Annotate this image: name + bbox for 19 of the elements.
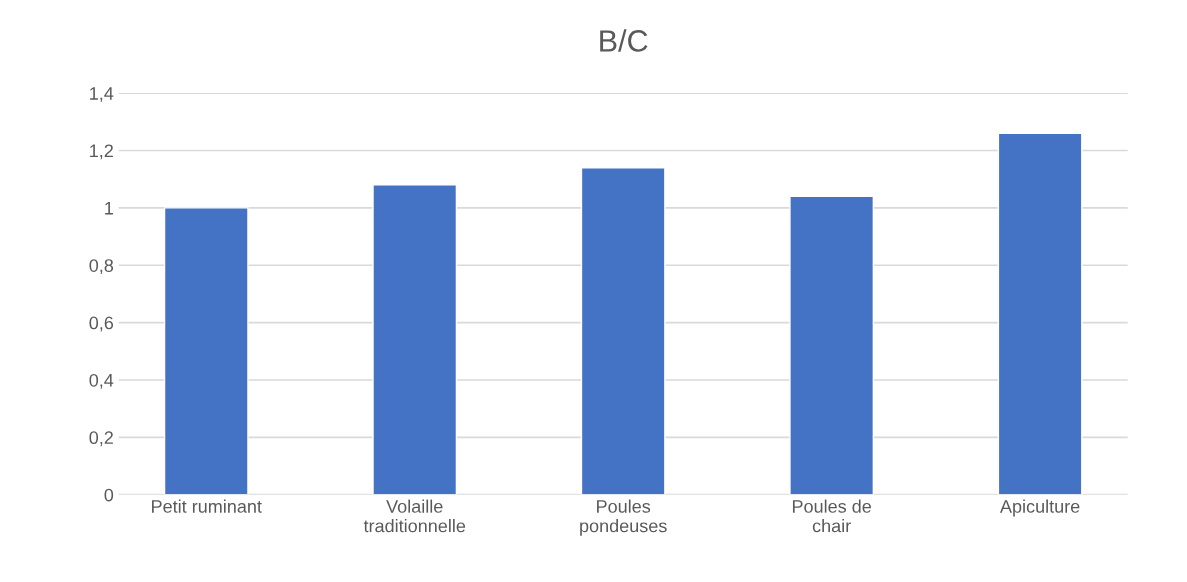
x-tick-label: Apiculture: [999, 499, 1080, 517]
chart-title: B/C: [600, 29, 648, 52]
bar: [997, 132, 1083, 495]
y-tick-label: 1: [105, 201, 113, 215]
x-tick-label: Volaille traditionnelle: [363, 499, 466, 533]
x-tick-label: Poules de chair: [792, 499, 871, 533]
y-tick-label: 1,2: [90, 144, 113, 160]
x-tick-label: Petit ruminant: [152, 499, 262, 513]
bar: [163, 207, 249, 495]
bar: [372, 184, 458, 495]
y-tick-label: 0,6: [89, 316, 114, 332]
x-tick-label: Poules pondeuses: [580, 499, 667, 536]
bar: [789, 195, 875, 495]
y-tick-label: 0,8: [89, 259, 114, 275]
y-tick-label: 0,4: [89, 373, 114, 389]
y-tick-label: 0,2: [89, 431, 113, 447]
y-tick-label: 1,4: [90, 87, 114, 102]
y-tick-label: 0: [104, 488, 114, 502]
bar: [580, 167, 666, 495]
